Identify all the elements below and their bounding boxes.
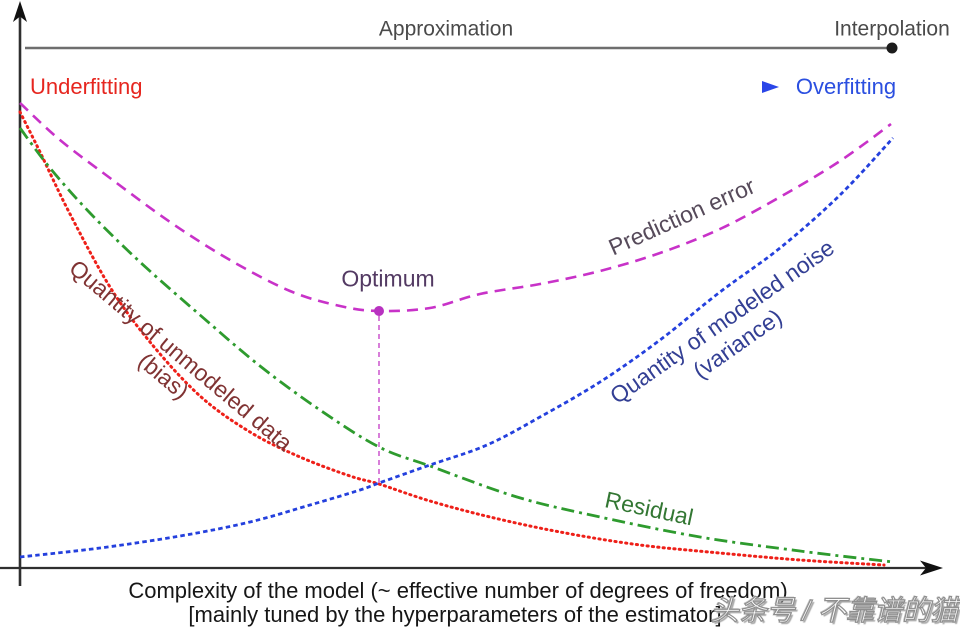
watermark: 头条号 / 不靠谱的猫: [710, 594, 959, 626]
x-axis-arrowhead: [920, 560, 943, 576]
residual-curve: [18, 127, 894, 564]
overfitting-label: Overfitting: [795, 73, 897, 99]
underfitting-overfitting-arrowhead: [762, 81, 779, 93]
variance-curve: [19, 137, 895, 559]
interpolation-endpoint-dot: [886, 42, 898, 54]
underfitting-label: Underfitting: [30, 73, 143, 99]
optimum-label: Optimum: [341, 265, 435, 292]
optimum-point-marker: [374, 306, 384, 316]
approximation-label: Approximation: [378, 17, 514, 41]
curves-group: [18, 102, 895, 567]
interpolation-label: Interpolation: [834, 17, 950, 41]
bias-curve: [18, 110, 886, 567]
y-axis-arrowhead: [13, 1, 27, 22]
x-axis-title-line2: [mainly tuned by the hyperparameters of …: [188, 601, 722, 627]
prediction-error-curve: [19, 102, 892, 313]
x-axis-title-line1: Complexity of the model (~ effective num…: [128, 577, 788, 603]
